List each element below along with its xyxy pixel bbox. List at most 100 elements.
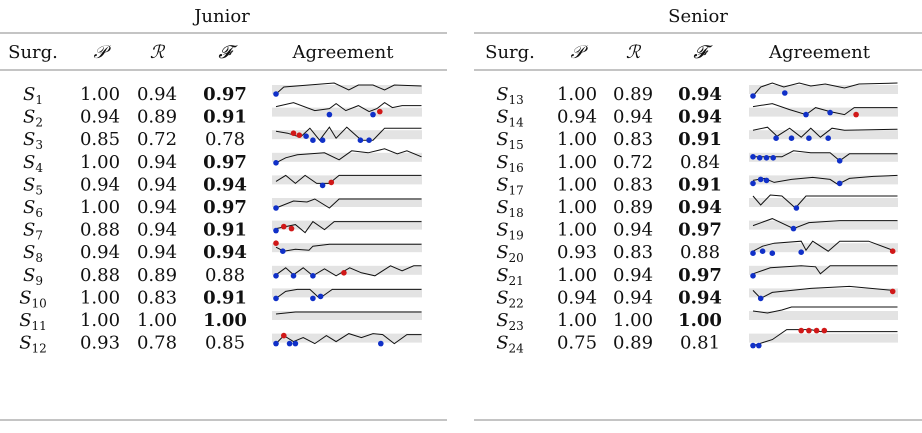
table-row: S2 0.94 0.89 0.91 (23, 101, 422, 130)
surgeon-id: S12 (19, 333, 47, 356)
recall-value: 0.83 (613, 129, 653, 150)
f-score-value: 0.91 (203, 220, 247, 241)
agreement-line (752, 82, 898, 97)
missed-marker (292, 340, 299, 347)
agreement-line (752, 194, 898, 209)
missed-marker (825, 135, 831, 141)
table-row: S21 1.00 0.94 0.97 (496, 265, 898, 288)
precision-value: 1.00 (557, 310, 597, 331)
agreement-band (272, 333, 422, 343)
precision-value: 0.88 (80, 220, 120, 241)
agreement-line (752, 103, 898, 116)
precision-value: 0.94 (80, 107, 120, 128)
recall-value: 0.94 (613, 107, 653, 128)
precision-value: 0.93 (557, 242, 597, 263)
surgeon-id: S10 (19, 287, 47, 310)
header-precision: 𝒫 (94, 42, 112, 63)
f-score-value: 0.97 (203, 152, 247, 173)
missed-marker (788, 135, 795, 141)
agreement-band (272, 130, 422, 140)
missed-marker (286, 340, 293, 347)
missed-marker (750, 154, 756, 160)
f-score-value: 0.84 (680, 152, 720, 173)
agreement-line (752, 174, 898, 185)
precision-value: 0.88 (80, 265, 120, 286)
recall-value: 0.89 (613, 84, 653, 105)
header-agreement: Agreement (768, 42, 871, 63)
f-score-value: 0.88 (680, 242, 720, 263)
missed-marker (319, 182, 326, 189)
agreement-line (752, 265, 898, 275)
agreement-band (749, 175, 898, 185)
agreement-band (749, 85, 898, 94)
agreement-line (275, 198, 422, 209)
surgeon-id: S15 (496, 129, 524, 152)
agreement-sparkline (749, 103, 898, 118)
f-score-value: 0.97 (203, 197, 247, 218)
agreement-line (753, 150, 898, 162)
f-score-value: 0.91 (678, 129, 722, 150)
surgeon-id: S7 (23, 220, 43, 243)
precision-value: 1.00 (80, 287, 120, 308)
f-score-value: 0.78 (205, 129, 245, 150)
missed-marker (273, 340, 279, 347)
f-score-value: 1.00 (203, 310, 247, 331)
precision-value: 0.93 (80, 333, 120, 354)
missed-marker (750, 342, 756, 349)
agreement-sparkline (749, 285, 898, 302)
missed-marker (310, 273, 316, 279)
precision-value: 1.00 (557, 265, 597, 286)
missed-marker (319, 137, 326, 143)
agreement-sparkline (272, 82, 422, 97)
precision-value: 0.94 (80, 242, 120, 263)
precision-value: 1.00 (80, 84, 120, 105)
missed-marker (750, 273, 756, 279)
table-row: S11 1.00 1.00 1.00 (19, 310, 422, 333)
missed-marker (750, 93, 756, 99)
group-title: Junior (192, 6, 250, 27)
table-row: S19 1.00 0.94 0.97 (496, 218, 898, 243)
surgeon-id: S2 (23, 107, 43, 130)
agreement-band (749, 288, 898, 298)
f-score-value: 0.91 (203, 287, 247, 308)
extra-marker (853, 111, 859, 118)
missed-marker (763, 155, 770, 161)
surgeon-id: S18 (496, 197, 524, 220)
agreement-sparkline (272, 265, 422, 279)
missed-marker (750, 250, 756, 256)
agreement-band (749, 152, 898, 162)
missed-marker (757, 176, 764, 183)
precision-value: 0.85 (80, 129, 120, 150)
precision-value: 1.00 (557, 197, 597, 218)
surgeon-id: S13 (496, 84, 524, 107)
agreement-sparkline (272, 311, 422, 320)
agreement-sparkline (749, 174, 898, 187)
missed-marker (310, 295, 316, 302)
header-surgeon: Surg. (8, 42, 58, 63)
missed-marker (310, 137, 316, 143)
header-precision: 𝒫 (571, 42, 589, 63)
agreement-sparkline (272, 174, 422, 189)
agreement-sparkline (749, 306, 898, 320)
recall-value: 0.94 (137, 197, 177, 218)
agreement-sparkline (272, 148, 422, 166)
agreement-band (749, 265, 898, 275)
recall-value: 1.00 (137, 310, 177, 331)
agreement-band (272, 152, 422, 162)
agreement-sparkline (272, 288, 422, 302)
missed-marker (273, 91, 279, 97)
extra-marker (821, 327, 828, 334)
f-score-value: 0.85 (205, 333, 245, 354)
precision-value: 1.00 (80, 310, 120, 331)
precision-value: 1.00 (80, 197, 120, 218)
agreement-line (752, 126, 898, 138)
group-title: Senior (668, 6, 728, 27)
recall-value: 1.00 (613, 310, 653, 331)
agreement-band (272, 243, 422, 253)
recall-value: 0.94 (137, 152, 177, 173)
missed-marker (326, 111, 333, 118)
table-row: S10 1.00 0.83 0.91 (19, 287, 422, 310)
f-score-value: 1.00 (678, 310, 722, 331)
agreement-sparkline (272, 198, 422, 211)
surgeon-id: S24 (496, 333, 524, 356)
